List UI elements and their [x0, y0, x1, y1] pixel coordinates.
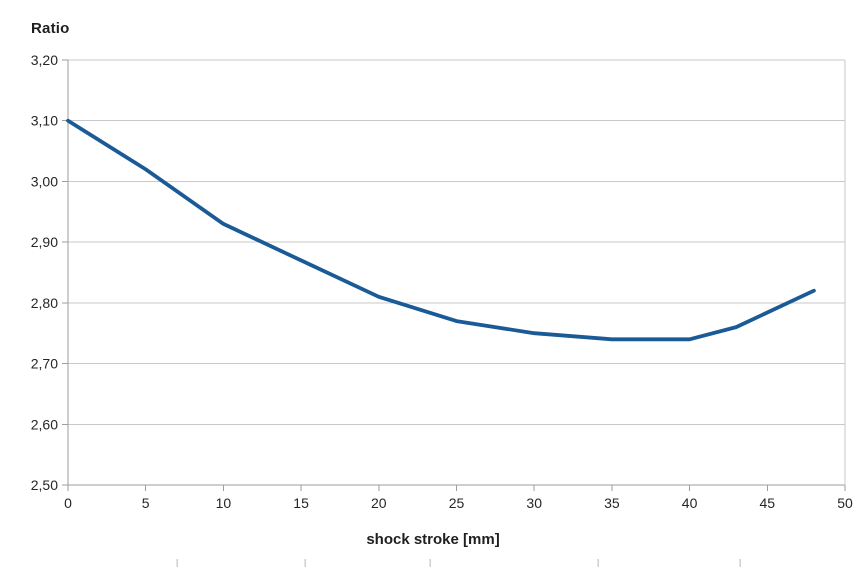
y-tick-label: 2,50 [31, 477, 58, 493]
y-tick-label: 3,10 [31, 113, 58, 129]
x-tick-label: 0 [64, 495, 72, 511]
y-tick-label: 3,20 [31, 52, 58, 68]
y-tick-label: 2,80 [31, 295, 58, 311]
x-tick-label: 5 [142, 495, 150, 511]
y-tick-label: 2,70 [31, 356, 58, 372]
x-tick-label: 15 [293, 495, 309, 511]
x-tick-label: 35 [604, 495, 620, 511]
x-tick-label: 25 [449, 495, 465, 511]
x-tick-label: 45 [760, 495, 776, 511]
x-tick-label: 30 [526, 495, 542, 511]
y-axis-title: Ratio [31, 20, 70, 37]
x-axis-title: shock stroke [mm] [366, 531, 500, 548]
ratio-series-line [66, 118, 816, 342]
x-tick-label: 20 [371, 495, 387, 511]
x-tick-label: 10 [216, 495, 232, 511]
x-tick-label: 40 [682, 495, 698, 511]
y-tick-label: 2,90 [31, 234, 58, 250]
y-tick-label: 3,00 [31, 173, 58, 189]
y-tick-label: 2,60 [31, 416, 58, 432]
x-tick-label: 50 [837, 495, 853, 511]
